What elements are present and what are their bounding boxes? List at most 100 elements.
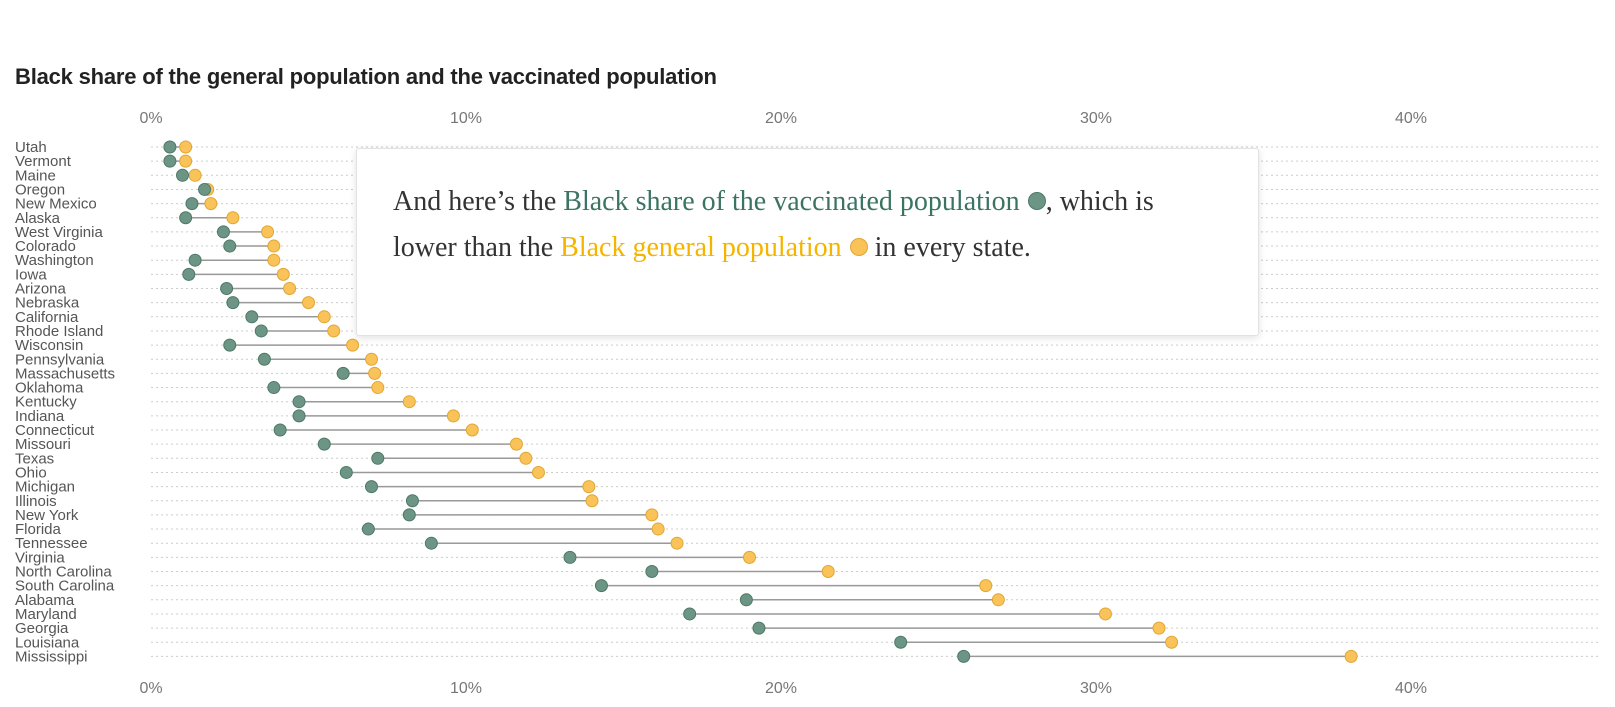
x-tick-label-top: 30%	[1080, 110, 1112, 127]
vaccinated-population-dot	[365, 480, 378, 494]
vaccinated-population-dot	[402, 508, 416, 522]
vaccinated-population-dot	[179, 211, 193, 225]
state-label: Alabama	[15, 592, 75, 609]
vaccinated-population-dot	[645, 565, 659, 578]
general-population-dot	[371, 381, 385, 395]
vaccinated-population-dot	[223, 239, 237, 253]
general-population-dot	[821, 565, 835, 578]
general-population-dot	[1098, 607, 1112, 621]
x-tick-label-top: 0%	[139, 110, 162, 127]
vaccinated-population-dot	[292, 409, 306, 423]
state-label: Kentucky	[15, 394, 77, 411]
x-tick-label-bottom: 0%	[139, 680, 162, 697]
general-population-dot	[465, 423, 479, 437]
general-population-dot	[1152, 621, 1166, 635]
vaccinated-population-dot	[245, 310, 259, 324]
chart-title: Black share of the general population an…	[15, 64, 717, 89]
general-population-dot	[179, 140, 193, 154]
x-tick-label-bottom: 10%	[450, 680, 482, 697]
general-population-dot	[276, 267, 290, 281]
general-population-dot	[327, 324, 341, 338]
vaccinated-population-dot	[254, 324, 268, 338]
vaccinated-population-dot	[182, 267, 196, 281]
vaccinated-population-dot	[188, 253, 202, 267]
x-axis-bottom: 0% 10% 20% 30% 40%	[139, 680, 1427, 697]
vaccinated-population-dot	[739, 593, 753, 607]
state-label: North Carolina	[15, 564, 112, 581]
general-population-dot	[365, 352, 378, 366]
state-label: Illinois	[15, 493, 57, 510]
state-label: Ohio	[15, 464, 47, 481]
state-label: Georgia	[15, 620, 69, 637]
vaccinated-population-dot	[405, 494, 419, 508]
x-axis-top: 0% 10% 20% 30% 40%	[139, 110, 1427, 127]
state-label: Colorado	[15, 238, 76, 255]
state-label: New Mexico	[15, 196, 97, 213]
vaccinated-dot-icon	[1027, 191, 1046, 210]
state-label: Alaska	[15, 210, 61, 227]
vaccinated-population-dot	[339, 465, 353, 479]
vaccinated-phrase: Black share of the vaccinated population	[563, 186, 1020, 217]
vaccinated-population-dot	[894, 635, 908, 649]
general-population-dot	[188, 168, 202, 182]
vaccinated-population-dot	[563, 550, 577, 564]
x-tick-label-bottom: 40%	[1395, 680, 1427, 697]
state-label: Utah	[15, 139, 47, 156]
x-tick-label-top: 10%	[450, 110, 482, 127]
state-label: Iowa	[15, 266, 47, 283]
vaccinated-population-dot	[752, 621, 766, 635]
vaccinated-population-dot	[361, 522, 375, 536]
annotation-text-1: And here’s the	[393, 186, 564, 217]
state-label: Texas	[15, 450, 54, 467]
vaccinated-population-dot	[336, 366, 350, 380]
vaccinated-population-dot	[185, 197, 199, 211]
general-population-dot	[582, 480, 596, 494]
vaccinated-population-dot	[257, 352, 271, 366]
general-dot-icon	[849, 237, 868, 256]
vaccinated-population-dot	[371, 451, 385, 465]
general-population-dot	[651, 522, 665, 536]
state-label: West Virginia	[15, 224, 103, 241]
state-label: Massachusetts	[15, 365, 115, 382]
general-population-dot	[991, 593, 1005, 607]
general-population-dot	[179, 154, 193, 168]
state-label: Rhode Island	[15, 323, 103, 340]
state-label: Tennessee	[15, 535, 88, 552]
connectors	[169, 146, 1352, 658]
general-population-dot	[226, 211, 240, 225]
state-label: Missouri	[15, 436, 71, 453]
vaccinated-population-dot	[176, 168, 189, 182]
annotation-text-3: in every state.	[867, 232, 1031, 263]
vaccinated-population-dots	[163, 140, 971, 663]
general-population-dot	[446, 409, 460, 423]
general-population-dot	[743, 550, 756, 564]
state-label: Oklahoma	[15, 380, 84, 397]
state-label: Washington	[15, 252, 94, 269]
vaccinated-population-dot	[223, 338, 237, 352]
general-population-dot	[979, 579, 993, 593]
state-label: Vermont	[15, 153, 72, 170]
state-label: South Carolina	[15, 578, 115, 595]
vaccinated-population-dot	[292, 395, 306, 409]
general-phrase: Black general population	[560, 232, 842, 263]
state-label: California	[15, 309, 79, 326]
state-label: Connecticut	[15, 422, 95, 439]
x-tick-label-top: 20%	[765, 110, 797, 127]
state-label: Oregon	[15, 181, 65, 198]
annotation-text-2: , which is lower than the	[393, 186, 1154, 263]
general-population-dot	[204, 197, 218, 211]
state-label: Arizona	[15, 281, 67, 298]
annotation-box: And here’s the Black share of the vaccin…	[356, 148, 1259, 336]
state-label: Wisconsin	[15, 337, 83, 354]
general-population-dot	[368, 366, 382, 380]
general-population-dot	[402, 395, 416, 409]
state-label: Indiana	[15, 408, 65, 425]
vaccinated-population-dot	[317, 437, 331, 451]
general-population-dot	[261, 225, 275, 239]
vaccinated-population-dot	[594, 579, 608, 593]
state-label: New York	[15, 507, 79, 524]
state-label: Virginia	[15, 549, 65, 566]
vaccinated-population-dot	[163, 140, 177, 154]
x-tick-label-bottom: 30%	[1080, 680, 1112, 697]
